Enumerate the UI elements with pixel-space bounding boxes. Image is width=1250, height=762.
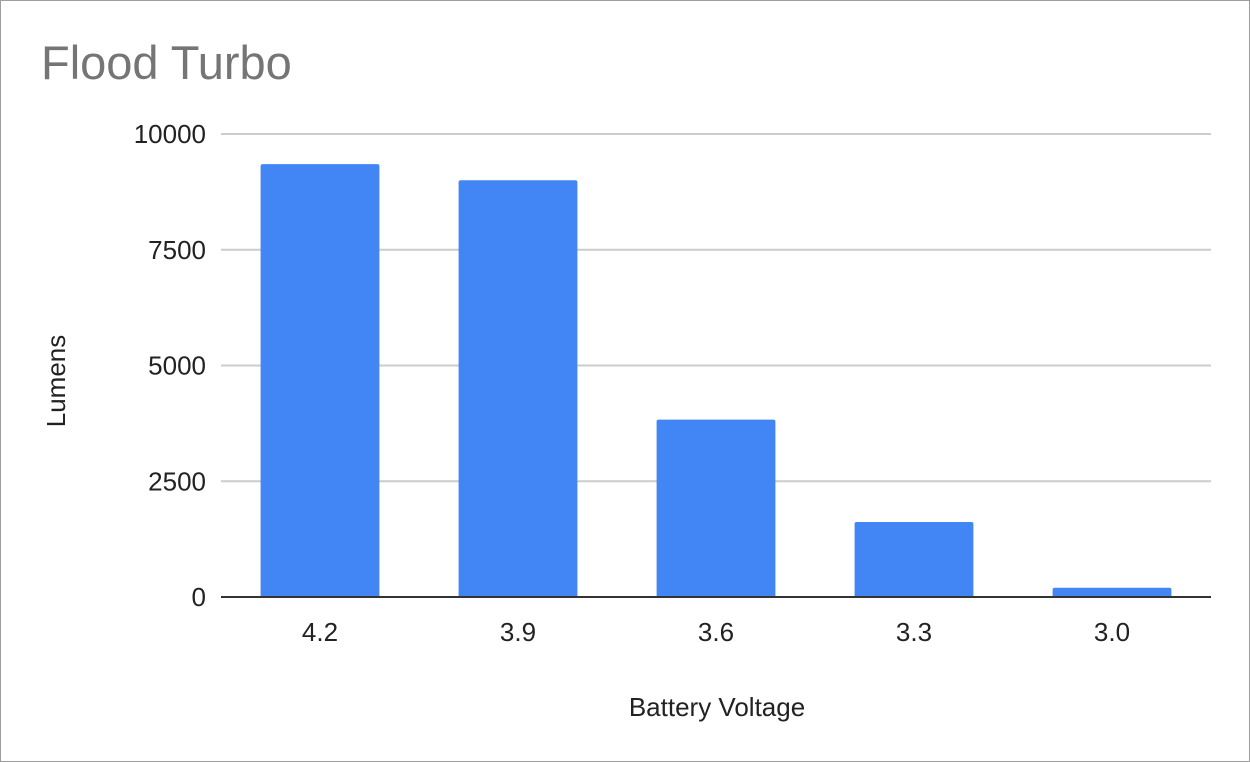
- y-tick-label: 0: [192, 582, 206, 612]
- bars: [260, 164, 1172, 598]
- y-axis-label: Lumens: [41, 335, 71, 428]
- bar-3.3: [854, 521, 974, 597]
- bar-3.6: [656, 419, 776, 597]
- chart-title: Flood Turbo: [41, 36, 292, 89]
- gridlines: [221, 133, 1211, 483]
- y-axis-ticks: 0 2500 5000 7500 10000: [134, 119, 206, 612]
- y-tick-label: 5000: [148, 351, 206, 381]
- x-tick-label: 4.2: [302, 617, 338, 647]
- y-tick-label: 7500: [148, 235, 206, 265]
- x-tick-label: 3.3: [896, 617, 932, 647]
- y-tick-label: 10000: [134, 119, 206, 149]
- bar-3.0: [1052, 587, 1172, 597]
- x-tick-label: 3.6: [698, 617, 734, 647]
- x-axis-label: Battery Voltage: [629, 692, 805, 722]
- x-axis-ticks: 4.2 3.9 3.6 3.3 3.0: [302, 617, 1130, 647]
- x-tick-label: 3.9: [500, 617, 536, 647]
- y-tick-label: 2500: [148, 466, 206, 496]
- bar-4.2: [260, 164, 380, 597]
- bar-3.9: [458, 180, 578, 598]
- x-tick-label: 3.0: [1094, 617, 1130, 647]
